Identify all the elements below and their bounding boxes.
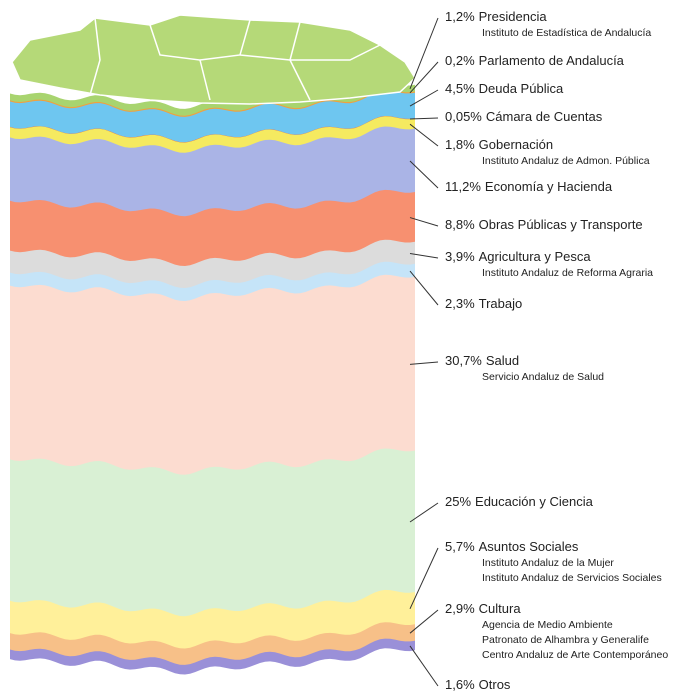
layer-label: 11,2% Economía y Hacienda <box>445 179 613 194</box>
layer-label: 2,3% Trabajo <box>445 296 522 311</box>
category-label: Cultura <box>479 601 522 616</box>
category-label: Salud <box>486 353 519 368</box>
subtitle: Instituto Andaluz de Admon. Pública <box>482 155 650 167</box>
leader-line <box>409 17 439 90</box>
layer <box>10 90 415 143</box>
value-label: 0,05% <box>445 109 482 124</box>
layer <box>10 189 415 267</box>
subtitle: Instituto Andaluz de Reforma Agraria <box>482 267 653 279</box>
layer-label: 3,9% Agricultura y Pesca <box>445 249 591 264</box>
value-label: 2,3% <box>445 296 475 311</box>
category-label: Otros <box>479 677 511 691</box>
subtitle: Agencia de Medio Ambiente <box>482 619 613 631</box>
subtitle: Instituto de Estadística de Andalucía <box>482 27 651 39</box>
value-label: 4,5% <box>445 81 475 96</box>
column <box>10 82 415 675</box>
subtitle: Servicio Andaluz de Salud <box>482 371 604 383</box>
leader-line <box>409 609 439 634</box>
layer <box>10 448 415 617</box>
leader-line <box>409 253 439 259</box>
subtitle: Centro Andaluz de Arte Contemporáneo <box>482 649 668 661</box>
category-label: Agricultura y Pesca <box>479 249 592 264</box>
leader-line <box>409 270 439 306</box>
category-label: Deuda Pública <box>479 81 564 96</box>
category-label: Educación y Ciencia <box>475 494 594 509</box>
leader-line <box>409 123 439 147</box>
layer-label: 1,8% Gobernación <box>445 137 553 152</box>
map-borders <box>89 17 381 101</box>
value-label: 8,8% <box>445 217 475 232</box>
layer <box>10 274 415 476</box>
layer-label: 0,2% Parlamento de Andalucía <box>445 53 625 68</box>
layer <box>10 126 415 217</box>
map-top <box>11 14 416 105</box>
subtitle: Instituto Andaluz de Servicios Sociales <box>482 572 662 584</box>
leader-line <box>409 502 439 523</box>
value-label: 11,2% <box>445 179 481 194</box>
leader-line <box>409 61 439 94</box>
layer <box>10 638 415 675</box>
value-label: 0,2% <box>445 53 475 68</box>
category-label: Gobernación <box>479 137 553 152</box>
category-label: Parlamento de Andalucía <box>479 53 625 68</box>
subtitle: Patronato de Alhambra y Generalife <box>482 634 649 646</box>
category-label: Asuntos Sociales <box>479 539 579 554</box>
category-label: Economía y Hacienda <box>485 179 613 194</box>
value-label: 1,6% <box>445 677 475 691</box>
layer-label: 0,05% Cámara de Cuentas <box>445 109 603 124</box>
labels: 1,2% Presidencia Instituto de Estadística … <box>409 9 668 691</box>
value-label: 25% <box>445 494 471 509</box>
layer-label: 5,7% Asuntos Sociales <box>445 539 579 554</box>
layer-label: 4,5% Deuda Pública <box>445 81 564 96</box>
layer-label: 30,7% Salud <box>445 353 519 368</box>
value-label: 30,7% <box>445 353 482 368</box>
leader-line <box>409 361 439 365</box>
value-label: 2,9% <box>445 601 475 616</box>
value-label: 1,2% <box>445 9 475 24</box>
layer-label: 25% Educación y Ciencia <box>445 494 594 509</box>
subtitle: Instituto Andaluz de la Mujer <box>482 557 614 569</box>
layer <box>10 116 415 144</box>
category-label: Obras Públicas y Transporte <box>479 217 643 232</box>
leader-line <box>409 217 439 227</box>
value-label: 3,9% <box>445 249 475 264</box>
layer-label: 1,2% Presidencia <box>445 9 547 24</box>
category-label: Trabajo <box>479 296 523 311</box>
layer <box>10 116 415 154</box>
layer-label: 8,8% Obras Públicas y Transporte <box>445 217 643 232</box>
layer <box>10 261 415 302</box>
leader-line <box>409 160 439 189</box>
value-label: 5,7% <box>445 539 475 554</box>
layer-label: 1,6% Otros <box>445 677 511 691</box>
leader-line <box>409 117 439 120</box>
category-label: Presidencia <box>479 9 548 24</box>
layer-label: 2,9% Cultura <box>445 601 521 616</box>
category-label: Cámara de Cuentas <box>486 109 603 124</box>
leader-line <box>409 89 439 107</box>
value-label: 1,8% <box>445 137 475 152</box>
layer <box>10 589 415 650</box>
leader-line <box>409 547 439 610</box>
leader-line <box>409 645 439 687</box>
